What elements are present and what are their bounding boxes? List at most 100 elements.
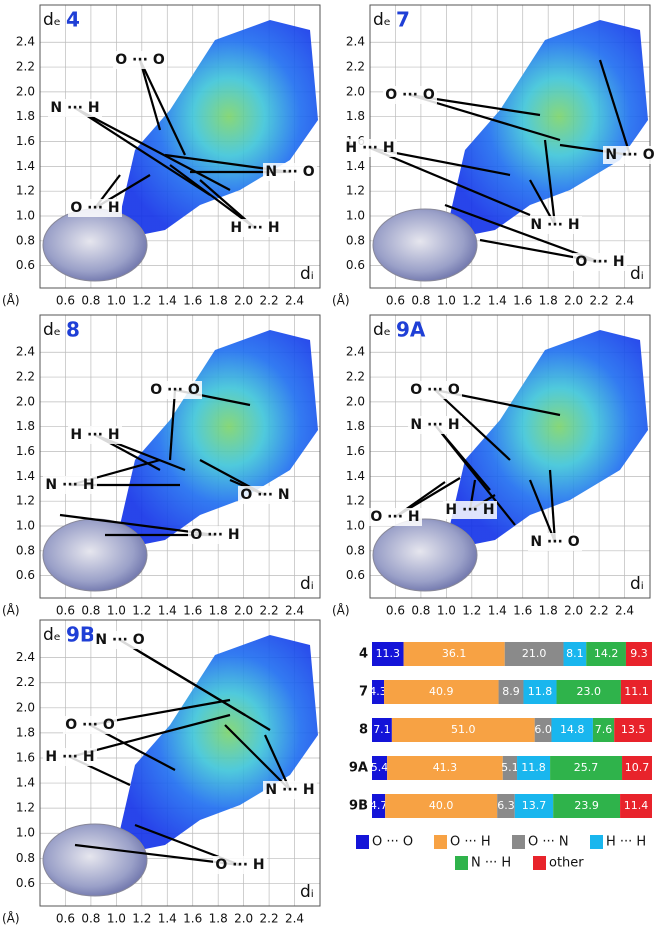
y-tick-label: 0.6	[346, 258, 365, 272]
molecule-surface	[373, 209, 477, 281]
unit-label: (Å)	[332, 293, 350, 308]
x-tick-label: 2.0	[234, 912, 253, 926]
value-label: 25.7	[574, 761, 599, 774]
value-label: 4.7	[370, 799, 388, 812]
x-tick-label: 2.2	[260, 912, 279, 926]
x-tick-label: 1.8	[539, 294, 558, 308]
legend-swatch	[533, 856, 546, 870]
x-tick-label: 0.6	[56, 604, 75, 618]
value-label: 21.0	[522, 647, 547, 660]
y-tick-label: 0.8	[16, 543, 35, 557]
y-tick-label: 2.2	[16, 60, 35, 74]
y-tick-label: 2.2	[16, 370, 35, 384]
x-tick-label: 1.2	[462, 294, 481, 308]
annotation: O ··· O	[385, 87, 435, 103]
molecule-surface	[43, 824, 147, 896]
value-label: 11.4	[624, 799, 649, 812]
x-tick-label: 1.2	[132, 294, 151, 308]
value-label: 13.7	[522, 799, 547, 812]
value-label: 23.9	[574, 799, 599, 812]
value-label: 8.9	[502, 685, 520, 698]
x-tick-label: 2.2	[260, 604, 279, 618]
x-tick-label: 2.4	[285, 604, 304, 618]
value-label: 13.5	[621, 723, 646, 736]
annotation: O ··· O	[410, 382, 460, 398]
x-tick-label: 1.2	[132, 912, 151, 926]
x-tick-label: 1.0	[107, 912, 126, 926]
legend-swatch	[512, 835, 525, 849]
y-axis-label: dₑ	[373, 320, 391, 340]
x-tick-label: 2.2	[590, 294, 609, 308]
y-tick-label: 1.2	[16, 184, 35, 198]
y-tick-label: 1.0	[16, 209, 35, 223]
x-tick-label: 0.8	[81, 912, 100, 926]
y-tick-label: 1.6	[16, 444, 35, 458]
value-label: 7.6	[595, 723, 613, 736]
y-tick-label: 1.2	[346, 494, 365, 508]
y-tick-label: 0.8	[346, 233, 365, 247]
molecule-surface	[43, 519, 147, 591]
unit-label: (Å)	[2, 911, 20, 926]
x-tick-label: 2.4	[615, 294, 634, 308]
value-label: 6.0	[534, 723, 552, 736]
annotation: H ··· H	[45, 749, 94, 765]
annotation: H ··· H	[70, 427, 119, 443]
x-tick-label: 0.8	[411, 294, 430, 308]
category-label: 7	[359, 685, 368, 700]
legend-label: O ··· H	[450, 835, 491, 850]
x-tick-label: 0.8	[81, 604, 100, 618]
y-tick-label: 0.6	[16, 876, 35, 890]
y-tick-label: 2.4	[16, 650, 35, 664]
y-tick-label: 0.8	[16, 851, 35, 865]
value-label: 11.1	[624, 685, 649, 698]
category-label: 9B	[349, 799, 368, 814]
x-axis-label: dᵢ	[630, 264, 644, 284]
annotation: N ··· O	[605, 147, 654, 163]
y-tick-label: 1.8	[16, 109, 35, 123]
value-label: 8.1	[566, 647, 584, 660]
y-axis-label: dₑ	[43, 320, 61, 340]
legend-label: O ··· O	[372, 835, 413, 850]
value-label: 36.1	[442, 647, 467, 660]
fingerprint-cloud	[120, 635, 318, 850]
unit-label: (Å)	[2, 293, 20, 308]
x-tick-label: 2.0	[234, 604, 253, 618]
x-tick-label: 1.2	[462, 604, 481, 618]
legend-swatch	[455, 856, 468, 870]
y-tick-label: 1.8	[16, 419, 35, 433]
y-tick-label: 1.8	[346, 109, 365, 123]
value-label: 14.8	[560, 723, 585, 736]
y-tick-label: 2.4	[346, 345, 365, 359]
x-tick-label: 1.4	[488, 294, 507, 308]
x-axis-label: dᵢ	[300, 264, 314, 284]
category-label: 9A	[349, 761, 368, 776]
y-tick-label: 1.0	[16, 519, 35, 533]
value-label: 11.8	[528, 685, 553, 698]
y-tick-label: 2.2	[16, 675, 35, 689]
unit-label: (Å)	[2, 603, 20, 618]
x-tick-label: 2.2	[260, 294, 279, 308]
annotation: O ··· O	[115, 52, 165, 68]
x-axis-label: dᵢ	[630, 574, 644, 594]
legend-swatch	[356, 835, 369, 849]
y-tick-label: 2.4	[16, 345, 35, 359]
x-tick-label: 0.8	[81, 294, 100, 308]
x-tick-label: 2.4	[615, 604, 634, 618]
x-tick-label: 1.0	[107, 604, 126, 618]
y-tick-label: 1.4	[346, 159, 365, 173]
annotation: N ··· H	[50, 100, 99, 116]
value-label: 51.0	[451, 723, 476, 736]
annotation: O ··· O	[150, 382, 200, 398]
x-tick-label: 1.8	[209, 604, 228, 618]
value-label: 11.3	[376, 647, 401, 660]
annotation: N ··· O	[265, 164, 314, 180]
annotation: H ··· H	[230, 220, 279, 236]
y-axis-label: dₑ	[43, 625, 61, 645]
x-tick-label: 1.0	[437, 604, 456, 618]
y-tick-label: 0.6	[346, 568, 365, 582]
unit-label: (Å)	[332, 603, 350, 618]
y-tick-label: 2.0	[16, 700, 35, 714]
y-tick-label: 1.0	[346, 209, 365, 223]
annotation: O ··· H	[575, 254, 624, 270]
y-tick-label: 1.2	[16, 494, 35, 508]
